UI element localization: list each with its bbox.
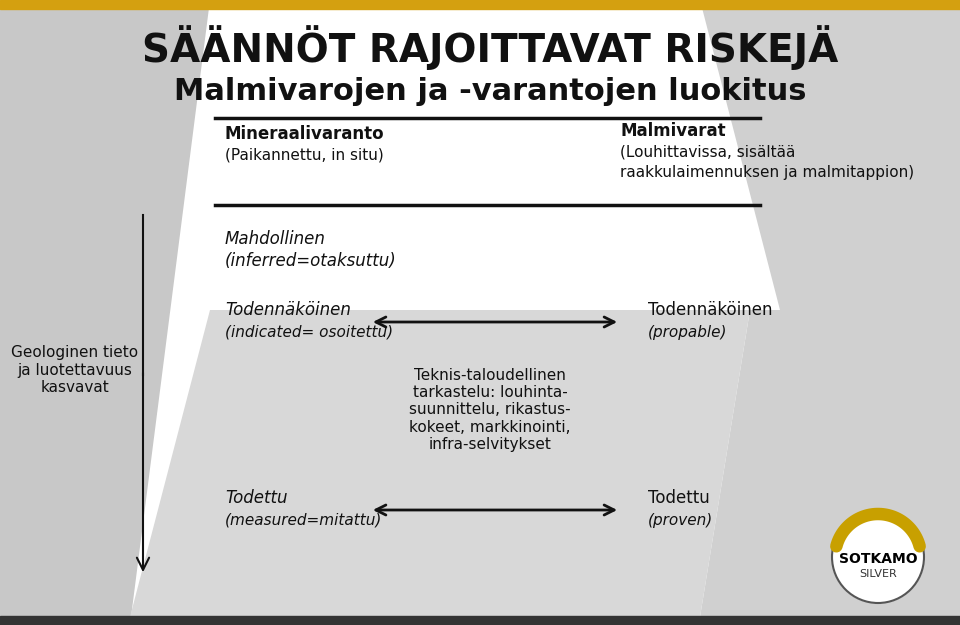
Text: (inferred=otaksuttu): (inferred=otaksuttu)	[225, 252, 396, 270]
Text: Todettu: Todettu	[648, 489, 709, 507]
Polygon shape	[700, 0, 960, 310]
Text: SÄÄNNÖT RAJOITTAVAT RISKEJÄ: SÄÄNNÖT RAJOITTAVAT RISKEJÄ	[142, 26, 838, 71]
Polygon shape	[700, 310, 960, 617]
Text: SILVER: SILVER	[859, 569, 897, 579]
Circle shape	[832, 511, 924, 603]
Text: (proven): (proven)	[648, 512, 713, 528]
Text: (indicated= osoitettu): (indicated= osoitettu)	[225, 324, 394, 339]
Text: Todennäköinen: Todennäköinen	[648, 301, 773, 319]
Text: Mineraalivaranto: Mineraalivaranto	[225, 125, 385, 143]
Bar	[0, 0, 960, 9]
Bar	[0, 616, 960, 625]
Text: raakkulaimennuksen ja malmitappion): raakkulaimennuksen ja malmitappion)	[620, 164, 914, 179]
Text: ja luotettavuus: ja luotettavuus	[17, 362, 132, 378]
Text: (measured=mitattu): (measured=mitattu)	[225, 512, 382, 528]
Text: Malmivarojen ja -varantojen luokitus: Malmivarojen ja -varantojen luokitus	[174, 78, 806, 106]
Text: (propable): (propable)	[648, 324, 728, 339]
Text: SOTKAMO: SOTKAMO	[839, 552, 918, 566]
Text: Malmivarat: Malmivarat	[620, 122, 726, 140]
Text: Teknis-taloudellinen
tarkastelu: louhinta-
suunnittelu, rikastus-
kokeet, markki: Teknis-taloudellinen tarkastelu: louhint…	[409, 368, 571, 452]
Text: (Louhittavissa, sisältää: (Louhittavissa, sisältää	[620, 144, 796, 159]
Text: (Paikannettu, in situ): (Paikannettu, in situ)	[225, 148, 384, 162]
Polygon shape	[130, 310, 750, 617]
Text: Mahdollinen: Mahdollinen	[225, 230, 325, 248]
Text: kasvavat: kasvavat	[40, 381, 109, 396]
Text: Todennäköinen: Todennäköinen	[225, 301, 350, 319]
Polygon shape	[0, 0, 210, 625]
Text: Todettu: Todettu	[225, 489, 287, 507]
Text: Geologinen tieto: Geologinen tieto	[12, 344, 138, 359]
